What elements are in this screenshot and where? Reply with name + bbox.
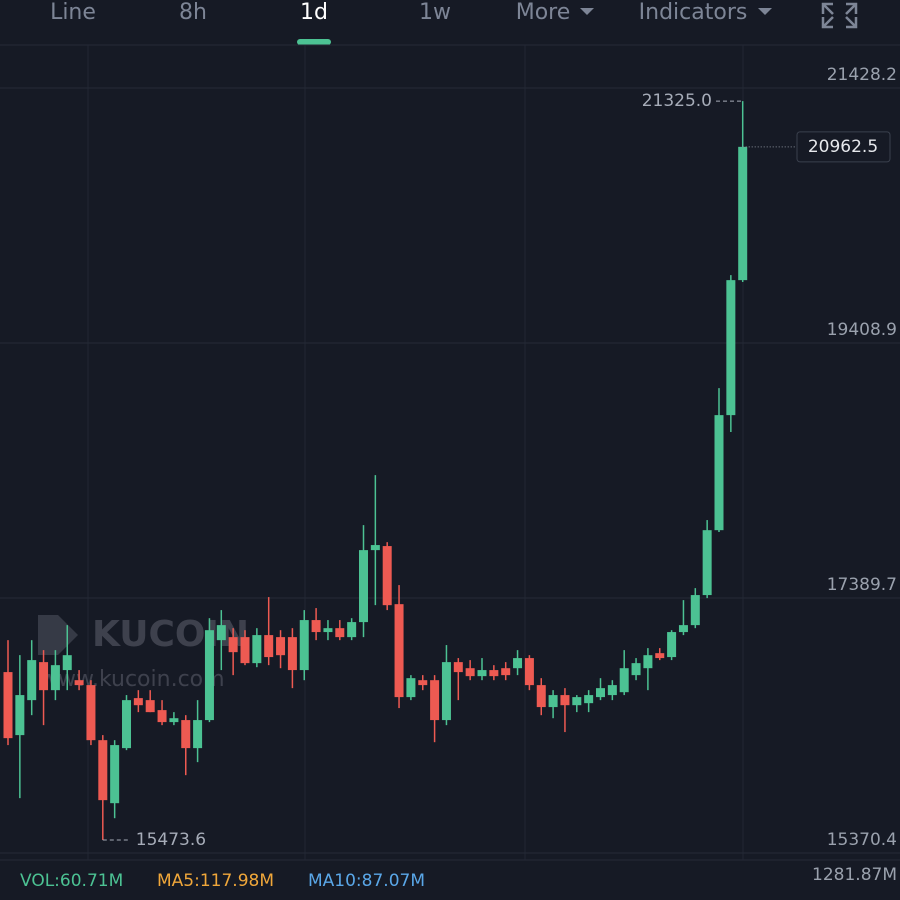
candle-body	[276, 637, 286, 656]
candle-body	[430, 680, 440, 721]
candle-body	[264, 635, 274, 658]
candle-body	[110, 745, 120, 804]
candle-body	[619, 668, 629, 693]
candle-body	[382, 546, 392, 606]
candle-body	[299, 620, 309, 671]
candle-body	[560, 695, 570, 706]
candle-body	[536, 685, 546, 708]
active-tab-indicator	[297, 39, 331, 45]
high-marker-label: 21325.0	[642, 91, 712, 111]
candle-body	[596, 688, 605, 698]
watermark-url: www.kucoin.com	[40, 667, 225, 692]
candle-body	[252, 635, 262, 664]
candle-body	[714, 415, 724, 531]
candle-body	[86, 685, 96, 741]
candle-body	[465, 668, 475, 677]
vol-label: VOL:60.71M	[20, 871, 123, 891]
dropdown-arrow	[758, 8, 772, 15]
candle-body	[311, 620, 321, 633]
candle-body	[406, 678, 416, 698]
y-tick-label: 21428.2	[827, 65, 897, 85]
candle-body	[678, 625, 688, 633]
candle-body	[122, 700, 131, 749]
tab[interactable]: 1w	[419, 0, 451, 25]
tab[interactable]: Line	[50, 0, 96, 25]
candle-body	[335, 628, 345, 638]
tab[interactable]: 1d	[300, 0, 328, 25]
candle-body	[607, 685, 617, 696]
candle-body	[572, 697, 582, 706]
candle-body	[513, 658, 523, 669]
candle-body	[501, 668, 511, 676]
candle-body	[157, 710, 167, 723]
candle-body	[145, 700, 155, 713]
candle-body	[50, 665, 60, 691]
candle-body	[240, 637, 250, 664]
candle-body	[548, 695, 558, 708]
candle-body	[702, 530, 712, 596]
candle-body	[204, 630, 214, 721]
candle-body	[394, 604, 404, 698]
candle-body	[418, 680, 428, 686]
candle-body	[39, 662, 49, 691]
ma5-label: MA5:117.98M	[157, 871, 274, 891]
candle-body	[287, 637, 297, 671]
candle-body	[477, 670, 487, 677]
ma10-label: MA10:87.07M	[308, 871, 425, 891]
tab[interactable]: More	[516, 0, 571, 25]
candle-body	[726, 280, 736, 416]
y-tick-label: 15370.4	[827, 830, 897, 850]
candle-body	[667, 632, 677, 658]
low-marker-label: 15473.6	[136, 830, 206, 850]
candle-body	[181, 720, 191, 749]
candle-body	[489, 670, 499, 677]
candle-body	[738, 146, 748, 281]
candle-body	[3, 672, 13, 739]
candle-body	[74, 680, 84, 686]
candle-body	[359, 550, 368, 623]
candle-body	[193, 720, 203, 749]
candle-body	[27, 660, 37, 701]
candle-body	[62, 655, 72, 671]
candle-body	[441, 662, 451, 721]
candle-body	[655, 653, 665, 659]
last-price-box	[796, 131, 891, 163]
dropdown-arrow	[580, 8, 594, 15]
candle-body	[347, 622, 357, 638]
tab[interactable]: Indicators	[639, 0, 748, 25]
y-tick-label: 19408.9	[827, 320, 897, 340]
candle-body	[98, 740, 108, 801]
tab[interactable]: 8h	[179, 0, 207, 25]
candle-body	[690, 595, 700, 626]
candle-body	[216, 625, 226, 641]
candle-body	[323, 628, 333, 633]
volume-scale: 1281.87M	[812, 865, 897, 885]
candle-body	[453, 662, 463, 673]
candle-body	[228, 637, 238, 653]
last-price-label: 20962.5	[808, 137, 878, 157]
y-tick-label: 17389.7	[827, 575, 897, 595]
candle-body	[631, 663, 641, 676]
candle-body	[584, 695, 594, 704]
candle-body	[524, 658, 534, 686]
fullscreen-icon[interactable]	[821, 2, 858, 29]
candle-body	[133, 698, 143, 706]
candle-body	[169, 718, 179, 723]
candle-body	[643, 655, 653, 669]
candle-body	[15, 695, 25, 736]
candle-body	[370, 545, 380, 551]
